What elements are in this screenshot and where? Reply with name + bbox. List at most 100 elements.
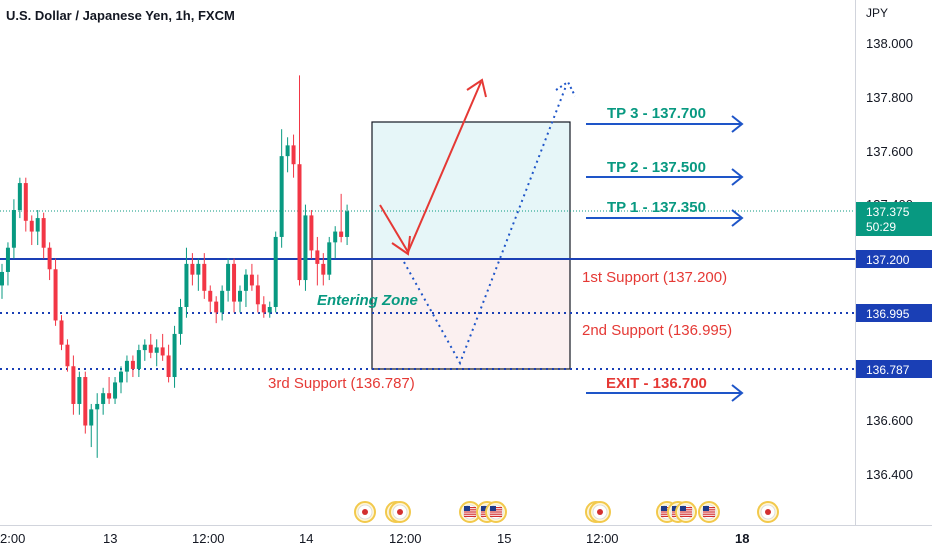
level-badge-value: 136.995 (866, 307, 910, 321)
support2-label: 2nd Support (136.995) (582, 322, 732, 339)
entry-zone-lower (371, 258, 571, 370)
candle-body (142, 344, 147, 351)
candle-body (327, 242, 332, 275)
candle-body (243, 274, 248, 291)
candle-body (196, 263, 201, 275)
exit-arrow (586, 384, 744, 402)
time-label: 14 (299, 531, 313, 546)
level-badge-136787: 136.787 (856, 360, 932, 378)
price-unit-label: JPY (866, 6, 888, 20)
current-price-value: 137.375 (866, 205, 910, 219)
tp2-label: TP 2 - 137.500 (607, 159, 706, 176)
support3-label: 3rd Support (136.787) (268, 375, 415, 392)
time-label: 12:00 (586, 531, 619, 546)
candlestick-series (0, 75, 350, 458)
usd-event-icon[interactable] (485, 501, 507, 523)
candle-body (261, 304, 266, 313)
current-price-badge: 137.375 50:29 (856, 202, 932, 236)
candle-body (309, 215, 314, 251)
price-tick: 137.800 (866, 90, 913, 105)
time-label: 18 (735, 531, 749, 546)
level-badge-value: 137.200 (866, 253, 910, 267)
candle-body (303, 215, 308, 281)
candle-body (160, 347, 165, 356)
candle-body (47, 247, 52, 270)
time-axis[interactable] (0, 525, 932, 550)
candle-body (107, 393, 112, 399)
jpy-event-icon[interactable] (354, 501, 376, 523)
jpy-event-icon[interactable] (389, 501, 411, 523)
price-tick: 136.400 (866, 467, 913, 482)
candle-body (77, 377, 82, 404)
candle-body (59, 320, 64, 345)
candle-body (29, 220, 34, 232)
candle-body (113, 382, 118, 399)
level-badge-136995: 136.995 (856, 304, 932, 322)
candle-body (95, 403, 100, 410)
candle-body (339, 231, 344, 237)
candle-body (315, 250, 320, 264)
price-tick: 138.000 (866, 36, 913, 51)
candle-body (83, 377, 88, 426)
candle-body (130, 360, 135, 369)
price-tick: 137.600 (866, 144, 913, 159)
candle-body (297, 164, 302, 281)
candle-body (124, 360, 129, 372)
candle-body (136, 350, 141, 369)
candle-body (71, 366, 76, 404)
candle-body (17, 183, 22, 211)
candle-body (190, 263, 195, 275)
candle-body (214, 301, 219, 313)
tp2-arrow (586, 168, 744, 186)
candle-body (166, 355, 171, 378)
tp1-label: TP 1 - 137.350 (607, 199, 706, 216)
price-tick: 136.600 (866, 413, 913, 428)
candle-body (101, 393, 106, 404)
candle-body (53, 269, 58, 321)
candle-body (0, 271, 4, 286)
candle-body (154, 347, 159, 353)
jpy-event-icon[interactable] (757, 501, 779, 523)
time-label: 12:00 (192, 531, 225, 546)
candle-body (273, 236, 278, 307)
candle-body (226, 263, 231, 291)
projection-red-arrow (379, 78, 487, 256)
jpy-event-icon[interactable] (589, 501, 611, 523)
candle-body (5, 247, 10, 272)
entering-zone-label: Entering Zone (317, 292, 418, 309)
candle-body (267, 306, 272, 313)
candle-body (345, 211, 350, 237)
level-badge-137200: 137.200 (856, 250, 932, 268)
exit-label: EXIT - 136.700 (606, 375, 707, 392)
candle-body (279, 156, 284, 237)
entry-zone-upper (371, 121, 571, 260)
candle-body (321, 263, 326, 275)
candle-body (208, 290, 213, 302)
candle-body (232, 263, 237, 302)
candle-body (202, 263, 207, 291)
projection-dotted-path (403, 80, 576, 366)
time-label: 12:00 (389, 531, 422, 546)
candle-body (255, 285, 260, 305)
candle-body (89, 409, 94, 426)
time-label: 2:00 (0, 531, 25, 546)
chart-title: U.S. Dollar / Japanese Yen, 1h, FXCM (6, 8, 235, 23)
candle-body (172, 333, 177, 378)
usd-event-icon[interactable] (675, 501, 697, 523)
candle-body (119, 371, 123, 383)
tp3-arrow (586, 115, 744, 133)
economic-events-row[interactable] (354, 501, 779, 523)
candle-body (178, 306, 183, 334)
support1-label: 1st Support (137.200) (582, 269, 727, 286)
tp3-label: TP 3 - 137.700 (607, 105, 706, 122)
candle-body (65, 344, 70, 367)
usd-event-icon[interactable] (698, 501, 720, 523)
candle-body (285, 145, 290, 157)
candle-body (238, 290, 242, 302)
candle-body (333, 231, 338, 243)
candle-body (11, 210, 16, 248)
time-label: 13 (103, 531, 117, 546)
candle-body (35, 218, 40, 232)
candle-body (220, 290, 225, 313)
